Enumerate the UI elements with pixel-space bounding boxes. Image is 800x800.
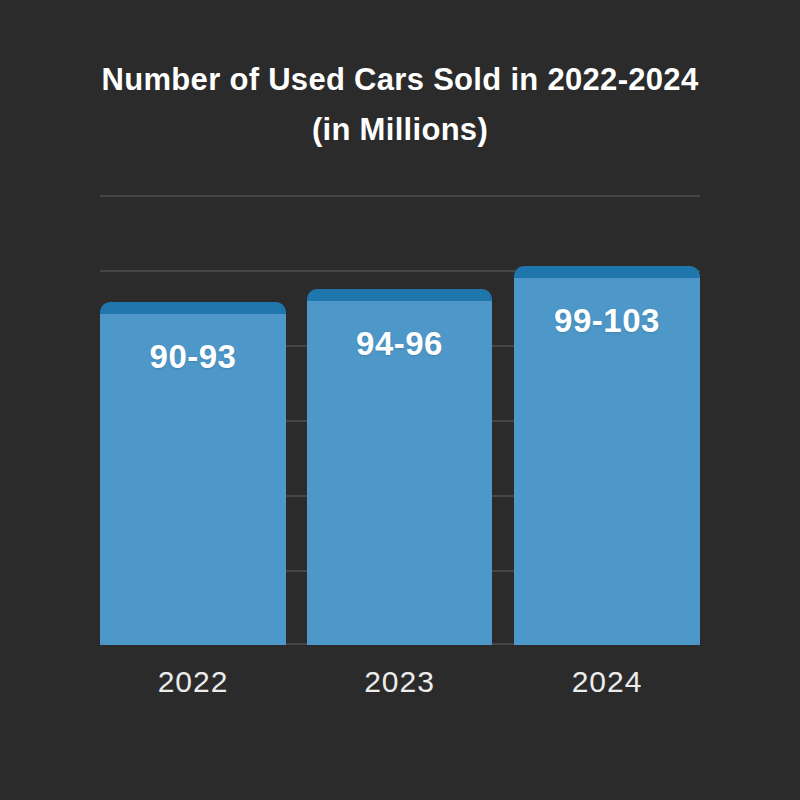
infographic-canvas: Number of Used Cars Sold in 2022-2024 (i… <box>0 0 800 800</box>
x-axis-label-2024: 2024 <box>514 665 700 699</box>
plot-area: 90-93 94-96 99-103 <box>100 195 700 645</box>
chart-title-line2: (in Millions) <box>0 105 800 155</box>
gridline-120 <box>100 195 700 197</box>
x-axis-label-2023: 2023 <box>307 665 492 699</box>
bar-2022: 90-93 <box>100 302 286 645</box>
bar-2023: 94-96 <box>307 289 492 645</box>
bar-value-label-2023: 94-96 <box>307 301 492 363</box>
chart-title: Number of Used Cars Sold in 2022-2024 (i… <box>0 55 800 155</box>
x-axis-label-2022: 2022 <box>100 665 286 699</box>
x-axis: 2022 2023 2024 <box>100 665 700 705</box>
bar-value-label-2022: 90-93 <box>100 314 286 376</box>
chart-title-line1: Number of Used Cars Sold in 2022-2024 <box>0 55 800 105</box>
bar-2024: 99-103 <box>514 266 700 645</box>
bar-value-label-2024: 99-103 <box>514 278 700 340</box>
